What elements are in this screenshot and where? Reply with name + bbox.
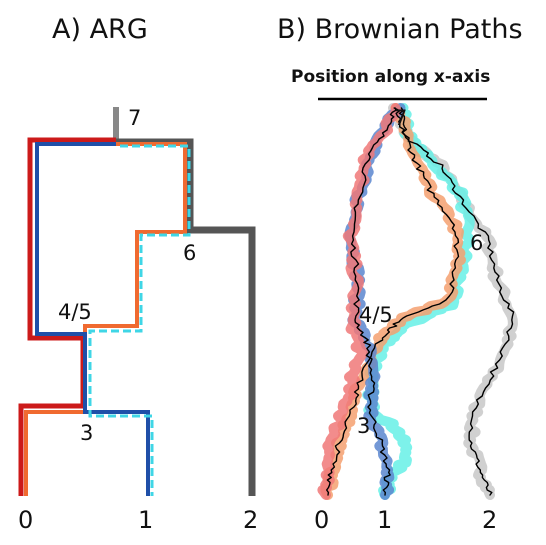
bp-node-label-7: 7	[394, 106, 407, 130]
bp-tip-label-0: 0	[314, 506, 329, 534]
bp-tip-label-1: 1	[377, 506, 392, 534]
panel-b-title: B) Brownian Paths	[277, 14, 523, 45]
arg-diagram	[18, 107, 256, 496]
brownian-paths	[317, 103, 518, 500]
arg-lineage-0-orange	[24, 142, 187, 496]
bp-tip-label-2: 2	[482, 506, 497, 534]
bp-trajectory-gray	[393, 107, 515, 496]
arg-node-label-3: 3	[80, 421, 93, 445]
bp-node-label-4-5: 4/5	[359, 303, 393, 327]
axis-title: Position along x-axis	[291, 67, 490, 87]
bp-node-label-3: 3	[357, 414, 370, 438]
arg-tip-label-0: 0	[18, 506, 33, 534]
panel-a-title: A) ARG	[52, 14, 148, 45]
bp-node-label-6: 6	[470, 231, 483, 255]
arg-tip-label-1: 1	[138, 506, 153, 534]
bp-trajectory-orange	[326, 107, 460, 496]
bp-band-red	[317, 103, 402, 500]
arg-node-label-4-5: 4/5	[58, 300, 92, 324]
arg-lineage-1-cyan	[88, 144, 191, 496]
arg-node-label-6: 6	[183, 241, 196, 265]
bp-trajectory-blue	[350, 107, 397, 496]
arg-node-label-7: 7	[128, 106, 141, 130]
arg-lineage-1-blue	[35, 142, 150, 496]
arg-tip-label-2: 2	[243, 506, 258, 534]
